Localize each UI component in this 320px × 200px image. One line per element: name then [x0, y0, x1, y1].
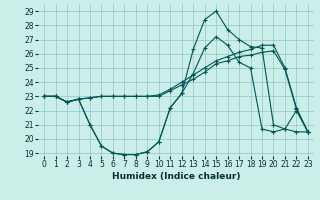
X-axis label: Humidex (Indice chaleur): Humidex (Indice chaleur) [112, 172, 240, 181]
